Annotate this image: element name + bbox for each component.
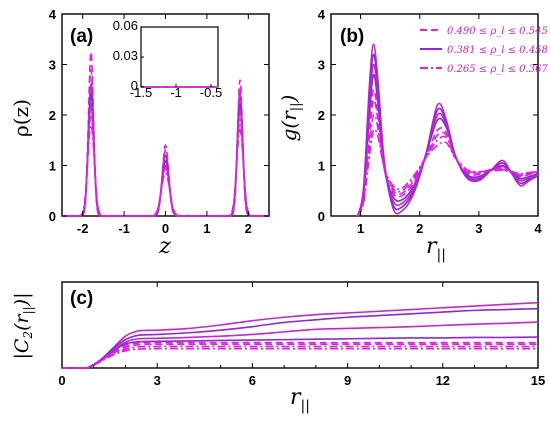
panel-a-inset: -1.5 -1 -0.5 0 0.03 0.06 — [113, 18, 223, 100]
inset-xtick-label: -0.5 — [200, 85, 222, 100]
panel-c-ylabel-open: |C — [11, 338, 33, 359]
panel-c-curves — [62, 301, 539, 369]
panel-b-series-line — [356, 128, 539, 217]
panel-b-legend: 0.490 ≤ ρ_l ≤ 0.545 0.381 ≤ ρ_l ≤ 0.458 0.… — [420, 26, 548, 75]
panel-b-xtick-label: 3 — [475, 221, 482, 236]
panel-b-xtick-label: 2 — [416, 221, 423, 236]
inset-xtick-label: -1 — [170, 85, 182, 100]
inset-ytick-label: 0 — [131, 78, 138, 93]
inset-series-line — [140, 84, 219, 88]
panel-b-series-line — [356, 113, 539, 217]
inset-ticks: -1.5 -1 -0.5 0 0.03 0.06 — [113, 18, 223, 100]
panel-b-xlabel-sub: || — [437, 247, 446, 263]
panel-a: -2 -1 0 1 2 0 1 2 3 4 (a) ρ(z) z -1.5 -1 -0.5 0 0.03 0… — [9, 7, 270, 259]
panel-c-series-line — [62, 321, 539, 369]
panel-c-tag: (c) — [70, 288, 93, 309]
panel-c-xtick-label: 0 — [58, 373, 65, 388]
panel-b-xlabel-main: r — [426, 234, 438, 259]
panel-b-series-line — [356, 98, 539, 217]
panel-c-xtick-label: 6 — [249, 373, 256, 388]
inset-ytick-label: 0.06 — [113, 18, 138, 33]
panel-b-ticks: 1 2 3 4 0 1 2 3 4 — [318, 7, 543, 236]
panel-a-series-line — [62, 123, 269, 217]
legend-label: 0.490 ≤ ρ_l ≤ 0.545 — [447, 26, 548, 37]
panel-c-ylabel-mid: (r — [11, 313, 33, 331]
panel-c-series-line — [62, 307, 539, 369]
panel-c-xtick-label: 3 — [154, 373, 161, 388]
panel-b-ylabel: g(r||) — [277, 95, 304, 142]
inset-frame — [140, 26, 219, 88]
panel-c-series-line — [62, 301, 539, 369]
panel-a-series-line — [62, 113, 269, 217]
panel-b-ylabel-sub: || — [289, 102, 304, 111]
panel-c-series-line — [62, 345, 538, 369]
panel-a-ytick-label: 2 — [49, 108, 56, 123]
panel-c-xtick-label: 12 — [436, 373, 450, 388]
panel-b-ytick-label: 3 — [318, 58, 325, 73]
panel-a-ytick-label: 0 — [49, 209, 56, 224]
panel-c-series-line — [62, 336, 539, 369]
panel-c-xlabel: r|| — [290, 385, 310, 414]
panel-c-ticks: 0 3 6 9 12 15 — [58, 282, 545, 388]
panel-c-xtick-label: 9 — [344, 373, 351, 388]
panel-a-ytick-label: 1 — [49, 159, 56, 174]
panel-b-curves — [356, 43, 539, 217]
panel-c-series-line — [62, 347, 538, 369]
legend-label: 0.265 ≤ ρ_l ≤ 0.367 — [447, 64, 548, 75]
panel-b-ylabel-close: ) — [277, 95, 301, 104]
panel-b-xlabel: r|| — [426, 234, 446, 263]
panel-a-xtick-label: 0 — [162, 221, 169, 236]
panel-c-ylabel-close: )| — [11, 292, 33, 307]
panel-c-xlabel-sub: || — [301, 398, 310, 414]
panel-c-series-line — [62, 343, 538, 369]
panel-a-ytick-label: 3 — [49, 58, 56, 73]
panel-b-ytick-label: 4 — [318, 7, 326, 22]
panel-a-xlabel: z — [158, 234, 171, 259]
panel-a-xtick-label: 1 — [203, 221, 210, 236]
panel-b-ytick-label: 2 — [318, 108, 325, 123]
panel-c-xtick-label: 15 — [531, 373, 545, 388]
panel-b-tag: (b) — [340, 26, 364, 47]
panel-b-series-line — [356, 88, 539, 217]
panel-a-ytick-label: 4 — [49, 7, 57, 22]
panel-c-series-line — [62, 341, 538, 369]
panel-a-xtick-label: -1 — [118, 221, 130, 236]
panel-c-frame — [61, 281, 539, 369]
panel-c-ylabel-sub: || — [21, 306, 35, 314]
panel-b-xtick-label: 1 — [357, 221, 364, 236]
panel-c-xlabel-main: r — [290, 385, 302, 410]
panel-b-ylabel-main: g(r — [277, 110, 301, 142]
panel-c-ylabel: |C2(r||)| — [11, 292, 35, 359]
panel-c-ylabel-sub2: 2 — [21, 331, 35, 340]
panel-a-xtick-label: -2 — [77, 221, 89, 236]
panel-a-ticks: -2 -1 0 1 2 0 1 2 3 4 — [49, 7, 269, 236]
panel-c: 0 3 6 9 12 15 (c) |C2(r||)| r|| — [11, 281, 545, 414]
legend-label: 0.381 ≤ ρ_l ≤ 0.458 — [447, 45, 548, 56]
panel-a-ylabel: ρ(z) — [9, 99, 33, 137]
panel-b-ytick-label: 0 — [318, 209, 325, 224]
inset-xtick-label: -1.5 — [130, 85, 152, 100]
panel-a-xtick-label: 2 — [245, 221, 252, 236]
inset-ytick-label: 0.03 — [113, 48, 138, 63]
inset-curves — [140, 84, 219, 88]
panel-a-tag: (a) — [70, 26, 93, 47]
panel-a-curves — [62, 51, 269, 217]
panel-b-series-line — [356, 63, 539, 217]
panel-b-xtick-label: 4 — [534, 221, 542, 236]
panel-b-ytick-label: 1 — [318, 159, 325, 174]
